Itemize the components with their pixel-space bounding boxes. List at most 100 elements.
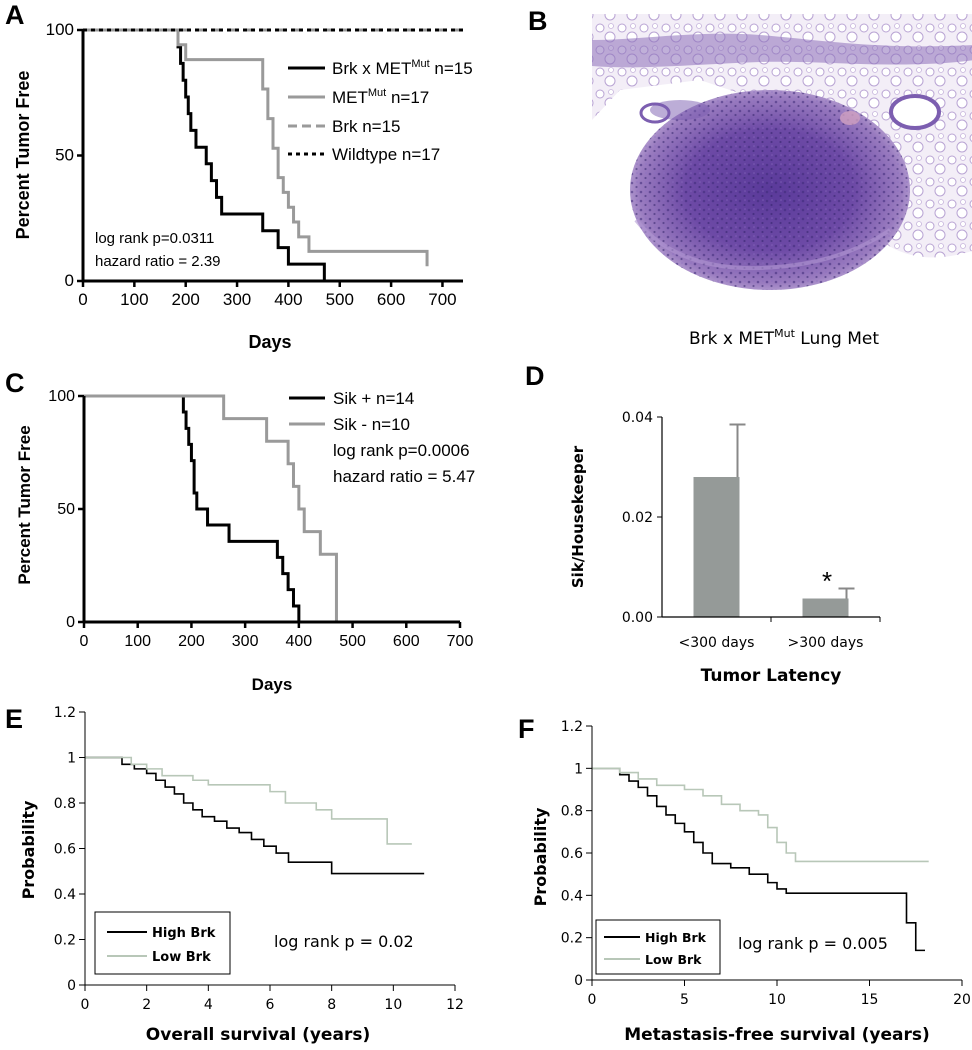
y-axis-label-e: Probability: [19, 800, 38, 899]
x-tick-label-e-6: 12: [446, 997, 464, 1013]
caption-sup: Mut: [774, 327, 795, 340]
y-tick-label-f-0: 0: [574, 973, 583, 989]
legend-box-f: [595, 919, 721, 975]
y-tick-label-e-0: 0: [67, 978, 76, 994]
x-tick-label-c-5: 500: [339, 633, 366, 650]
y-axis-label-d: Sik/Housekeeper: [569, 445, 587, 588]
y-axis-label-c: Percent Tumor Free: [15, 425, 34, 584]
panel-letter-d: D: [525, 361, 545, 391]
y-tick-label-d-2: 0.04: [622, 410, 653, 426]
caption-tail: Lung Met: [795, 329, 879, 349]
y-tick-label-e-2: 0.4: [54, 887, 76, 903]
annotation-hazard-a: hazard ratio = 2.39: [95, 253, 221, 270]
legend-label-sik-plus: Sik + n=14: [333, 389, 414, 408]
x-tick-label-c-2: 200: [178, 633, 205, 650]
legend-label-sik-minus: Sik - n=10: [333, 415, 410, 434]
series-e-0: [85, 756, 425, 875]
x-axis-label-d: Tumor Latency: [701, 666, 842, 686]
x-tick-label-a-7: 700: [428, 290, 456, 309]
legend-label-brk: Brk n=15: [332, 117, 401, 136]
chart-f: 0 0.2 0.4 0.6 0.8 1 1.2 0 5 10 15 20 Metastasis-fre…: [531, 719, 971, 1045]
x-tick-label-c-4: 400: [286, 633, 313, 650]
x-tick-label-c-0: 0: [80, 633, 89, 650]
x-tick-label-a-5: 500: [326, 290, 354, 309]
series-a-1: [83, 28, 429, 267]
x-tick-label-f-4: 20: [953, 992, 971, 1008]
x-tick-label-a-2: 200: [172, 290, 200, 309]
x-tick-label-c-7: 700: [447, 633, 474, 650]
x-tick-label-e-3: 6: [266, 997, 275, 1013]
y-tick-label-d-0: 0.00: [622, 610, 653, 626]
x-tick-label-f-1: 5: [680, 992, 689, 1008]
annotation-logrank-a: log rank p=0.0311: [95, 230, 214, 247]
annotation-logrank-f: log rank p = 0.005: [738, 934, 888, 953]
y-tick-label-a-0: 0: [65, 271, 74, 290]
chart-e: 0 0.2 0.4 0.6 0.8 1 1.2 0 2 4 6 8 10 12 Overall survi…: [19, 705, 464, 1045]
panel-letter-b: B: [528, 6, 548, 36]
panel-letter-a: A: [5, 0, 25, 30]
series-a-0: [83, 28, 326, 281]
x-axis-label-f: Metastasis-free survival (years): [624, 1025, 930, 1045]
series-f-1: [592, 767, 929, 863]
chart-a: 0 50 100 0 100 200 300 400 500 600 700 Days Percen…: [13, 20, 473, 352]
y-tick-label-a-2: 100: [46, 20, 74, 39]
y-tick-label-f-4: 0.8: [561, 804, 583, 820]
legend-label-low-brk-e: Low Brk: [152, 950, 211, 965]
annotation-hazard-c: hazard ratio = 5.47: [333, 467, 475, 486]
legend-label-high-brk-e: High Brk: [152, 926, 216, 941]
panel-b-caption: Brk x METMut Lung Met: [689, 327, 879, 349]
y-tick-label-f-2: 0.4: [561, 888, 583, 904]
y-tick-label-f-1: 0.2: [561, 931, 583, 947]
caption-main: Brk x MET: [689, 329, 775, 349]
y-tick-label-d-1: 0.02: [622, 510, 653, 526]
y-tick-label-f-5: 1: [574, 761, 583, 777]
legend-f: High Brk Low Brk: [595, 919, 721, 975]
x-tick-label-a-1: 100: [120, 290, 148, 309]
x-tick-label-e-1: 2: [142, 997, 151, 1013]
x-tick-label-a-4: 400: [274, 290, 302, 309]
x-tick-label-a-0: 0: [78, 290, 87, 309]
legend-a: Brk x METMut n=15 METMut n=17 Brk n=15 W…: [288, 58, 473, 164]
chart-c: 0 50 100 0 100 200 300 400 500 600 700 Days Percen…: [15, 388, 475, 694]
panel-letter-c: C: [5, 368, 25, 398]
x-tick-label-f-3: 15: [861, 992, 879, 1008]
y-tick-label-a-1: 50: [55, 146, 74, 165]
y-tick-label-e-5: 1: [67, 751, 76, 767]
y-tick-label-f-3: 0.6: [561, 846, 583, 862]
legend-label-low-brk-f: Low Brk: [645, 952, 702, 967]
y-axis-label-f: Probability: [531, 807, 550, 906]
bar-d-0: [693, 477, 740, 617]
x-axis-label-a: Days: [248, 332, 291, 352]
x-tick-label-c-6: 600: [393, 633, 420, 650]
legend-label-met: METMut n=17: [332, 87, 429, 107]
x-tick-label-c-1: 100: [124, 633, 151, 650]
y-tick-label-c-0: 0: [66, 614, 75, 631]
x-tick-label-c-3: 300: [232, 633, 259, 650]
y-tick-label-e-3: 0.6: [54, 842, 76, 858]
series-f-0: [592, 767, 925, 952]
y-tick-label-e-4: 0.8: [54, 796, 76, 812]
panel-letter-e: E: [5, 704, 23, 734]
legend-c: Sik + n=14 Sik - n=10: [289, 389, 414, 434]
significance-star: *: [822, 566, 832, 596]
annotation-logrank-e: log rank p = 0.02: [274, 932, 414, 951]
x-tick-label-e-2: 4: [204, 997, 213, 1013]
x-axis-label-e: Overall survival (years): [146, 1025, 370, 1045]
x-tick-label-a-3: 300: [223, 290, 251, 309]
series-c-0: [84, 394, 301, 622]
series-e-1: [85, 756, 412, 845]
histology-image: [592, 14, 972, 296]
legend-label-brk-met: Brk x METMut n=15: [332, 58, 473, 78]
legend-e: High Brk Low Brk: [94, 911, 231, 975]
series-c-1: [84, 394, 338, 622]
legend-label-wildtype: Wildtype n=17: [332, 145, 440, 164]
annotation-logrank-c: log rank p=0.0006: [333, 441, 470, 460]
x-tick-label-a-6: 600: [377, 290, 405, 309]
x-tick-label-e-4: 8: [327, 997, 336, 1013]
x-tick-label-f-0: 0: [588, 992, 597, 1008]
category-label-d-0: <300 days: [679, 635, 755, 651]
y-tick-label-f-6: 1.2: [561, 719, 583, 735]
y-tick-label-c-1: 50: [57, 501, 75, 518]
bar-d-1: [802, 598, 849, 617]
